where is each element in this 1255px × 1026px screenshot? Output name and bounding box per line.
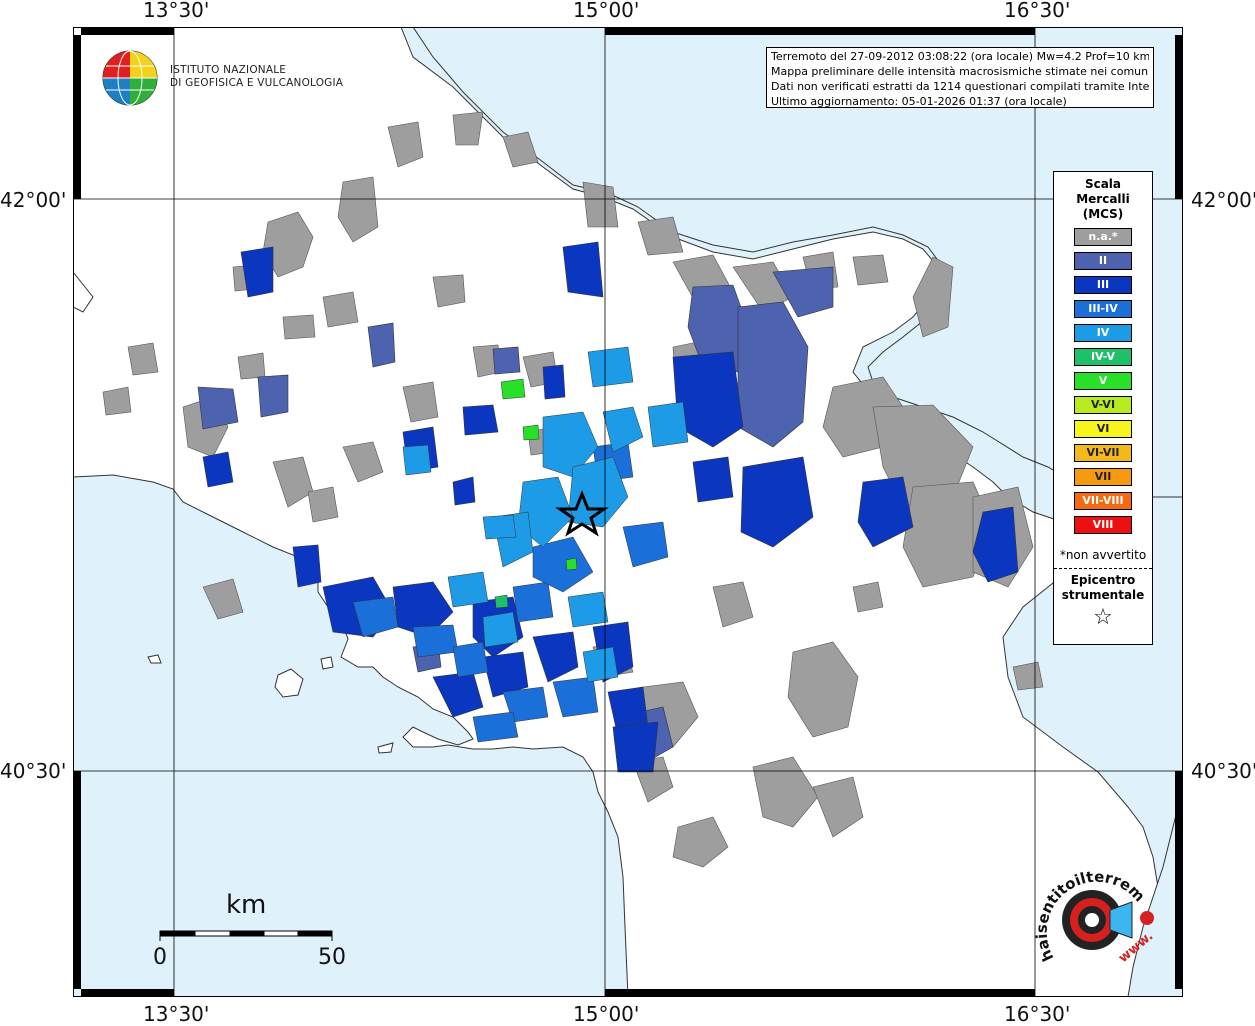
bottom-lon-label: 13°30' bbox=[143, 1002, 210, 1026]
ingv-logo-icon bbox=[102, 50, 158, 106]
epicenter-star bbox=[555, 489, 609, 537]
top-lon-label: 13°30' bbox=[143, 0, 210, 22]
ionian-sea bbox=[1127, 786, 1183, 997]
right-lat-label: 42°00' bbox=[1191, 188, 1255, 212]
legend-separator bbox=[1054, 568, 1152, 569]
top-lon-label: 15°00' bbox=[573, 0, 640, 22]
legend-title-line: Mercalli bbox=[1076, 192, 1130, 206]
legend-epicenter-label: strumentale bbox=[1061, 588, 1145, 602]
left-lat-label: 42°00' bbox=[0, 188, 67, 212]
legend-item: VIII bbox=[1074, 516, 1132, 534]
star-icon: ☆ bbox=[1093, 605, 1113, 630]
legend-item: II bbox=[1074, 252, 1132, 270]
legend-items: n.a.* II III III-IV IV IV-V V V-VI VI VI-VII VII VI… bbox=[1054, 228, 1152, 534]
legend-item: III bbox=[1074, 276, 1132, 294]
island bbox=[377, 742, 394, 754]
scale-bar-start: 0 bbox=[153, 945, 167, 970]
graticule bbox=[73, 27, 1183, 997]
legend-item: V-VI bbox=[1074, 396, 1132, 414]
bottom-lon-label: 16°30' bbox=[1004, 1002, 1071, 1026]
right-lat-label: 40°30' bbox=[1191, 759, 1255, 783]
scale-bar-unit: km bbox=[226, 890, 267, 920]
island bbox=[320, 656, 334, 670]
scale-bar-end: 50 bbox=[318, 945, 346, 970]
event-info-line: Mappa preliminare delle intensità macros… bbox=[771, 65, 1149, 78]
map-frame[interactable] bbox=[73, 27, 1183, 997]
legend-item: VI bbox=[1074, 420, 1132, 438]
frame-ticks bbox=[73, 27, 1183, 997]
haisentito-logo[interactable]: haisentitoilterremoto.it www. bbox=[1027, 844, 1162, 988]
legend-item: n.a.* bbox=[1074, 228, 1132, 246]
left-lat-label: 40°30' bbox=[0, 759, 67, 783]
scale-bar bbox=[159, 930, 333, 941]
event-info-box: Terremoto del 27-09-2012 03:08:22 (ora l… bbox=[766, 47, 1154, 108]
legend-item: III-IV bbox=[1074, 300, 1132, 318]
island bbox=[147, 654, 162, 664]
island bbox=[274, 668, 304, 698]
intensity-legend: Scala Mercalli (MCS) n.a.* II III III-IV IV I… bbox=[1053, 171, 1153, 645]
institute-line1: ISTITUTO NAZIONALE bbox=[170, 64, 287, 76]
municipalities-iii bbox=[202, 241, 1019, 773]
legend-title-line: (MCS) bbox=[1082, 207, 1124, 221]
legend-item: V bbox=[1074, 372, 1132, 390]
bottom-lon-label: 15°00' bbox=[573, 1002, 640, 1026]
institute-name: ISTITUTO NAZIONALE DI GEOFISICA E VULCAN… bbox=[170, 64, 343, 90]
municipalities-iv bbox=[402, 346, 689, 683]
legend-item: VI-VII bbox=[1074, 444, 1132, 462]
legend-epicenter-label: Epicentro bbox=[1070, 573, 1136, 587]
legend-item: VII-VIII bbox=[1074, 492, 1132, 510]
municipalities-iv-v-v bbox=[494, 378, 578, 609]
legend-item: IV-V bbox=[1074, 348, 1132, 366]
legend-item: VII bbox=[1074, 468, 1132, 486]
event-info-line: Dati non verificati estratti da 1214 que… bbox=[771, 80, 1149, 93]
legend-title-line: Scala bbox=[1084, 177, 1122, 191]
intensity-map[interactable] bbox=[73, 27, 1183, 997]
top-lon-label: 16°30' bbox=[1004, 0, 1071, 22]
legend-note: *non avvertito bbox=[1059, 548, 1147, 562]
institute-line2: DI GEOFISICA E VULCANOLOGIA bbox=[170, 77, 344, 89]
event-info-line: Ultimo aggiornamento: 05-01-2026 01:37 (… bbox=[771, 95, 1067, 108]
legend-item: IV bbox=[1074, 324, 1132, 342]
event-info-line: Terremoto del 27-09-2012 03:08:22 (ora l… bbox=[771, 50, 1149, 63]
